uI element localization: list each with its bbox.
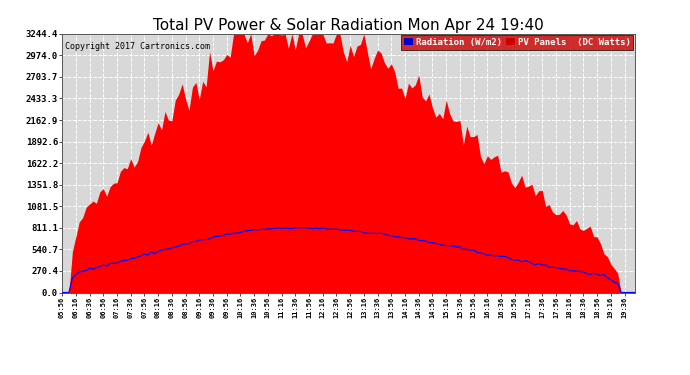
Text: Copyright 2017 Cartronics.com: Copyright 2017 Cartronics.com	[65, 42, 210, 51]
Legend: Radiation (W/m2), PV Panels  (DC Watts): Radiation (W/m2), PV Panels (DC Watts)	[401, 35, 633, 50]
Title: Total PV Power & Solar Radiation Mon Apr 24 19:40: Total PV Power & Solar Radiation Mon Apr…	[153, 18, 544, 33]
